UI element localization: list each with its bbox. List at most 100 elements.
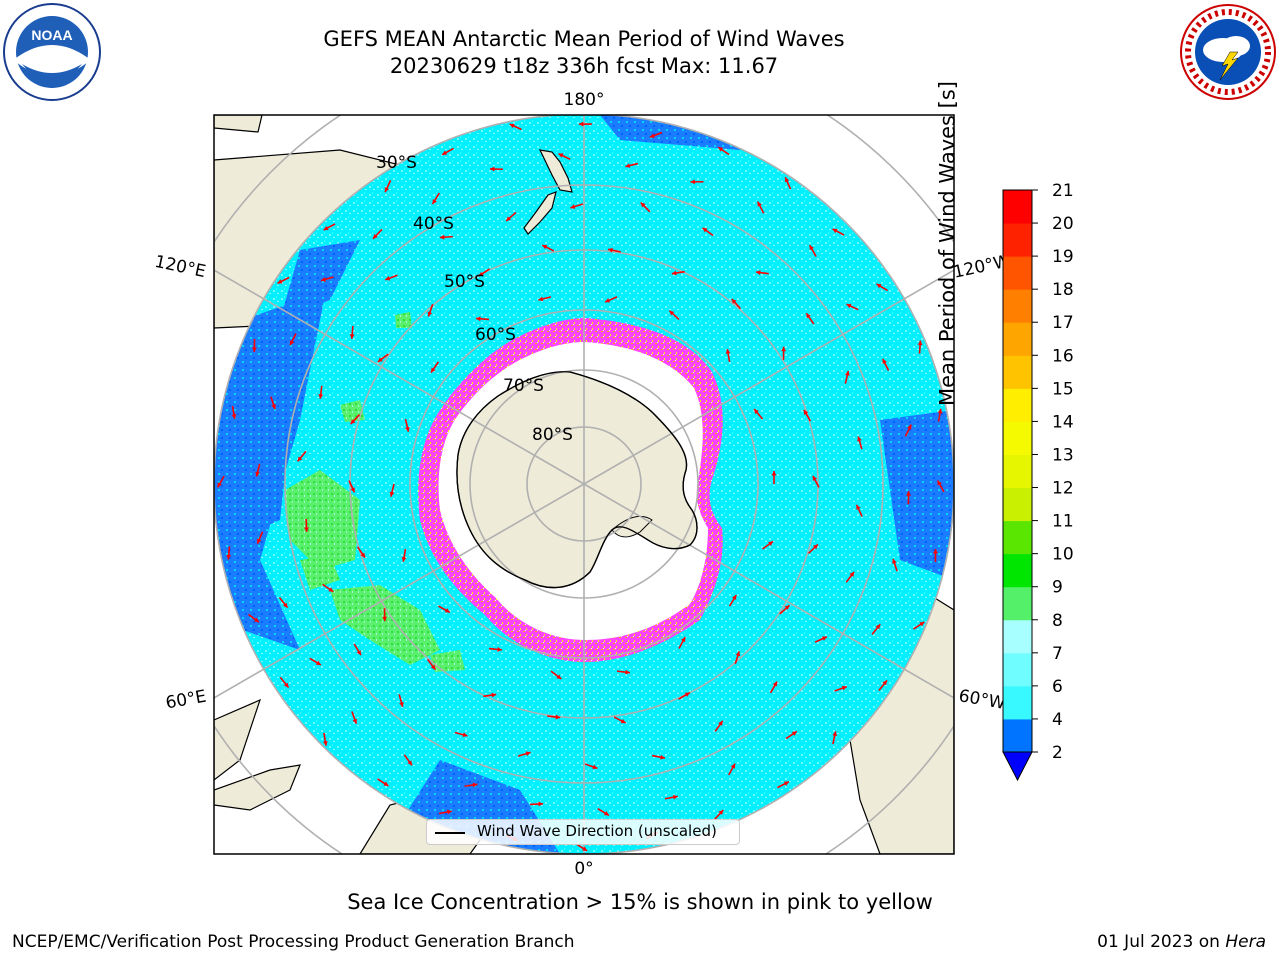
colorbar-tick-label: 6 xyxy=(1052,677,1063,697)
wind-arrow-head xyxy=(892,558,897,564)
wind-arrow-head xyxy=(538,801,543,807)
wind-arrow-head xyxy=(917,340,923,346)
colorbar-box xyxy=(1003,454,1032,489)
wind-arrow-head xyxy=(328,587,334,592)
wind-arrow-head xyxy=(625,163,631,168)
wind-arrow-head xyxy=(350,487,355,493)
wind-arrow-head xyxy=(476,316,481,322)
wind-arrow-head xyxy=(718,809,724,815)
colorbar-box xyxy=(1003,553,1032,588)
wind-arrow-head xyxy=(906,491,911,496)
wind-arrow-head xyxy=(509,123,515,129)
noaa-logo: NOAA xyxy=(3,3,101,101)
footer-system: Hera xyxy=(1225,932,1266,952)
wind-arrow-head xyxy=(841,685,847,691)
lat-label-40: 40°S xyxy=(413,214,454,234)
wind-arrow-head xyxy=(430,664,436,670)
wind-arrow-head xyxy=(407,760,412,766)
colorbar-tick-label: 9 xyxy=(1052,578,1063,598)
wind-arrow-head xyxy=(771,471,777,476)
wind-arrow-head xyxy=(671,270,677,276)
colorbar-tick-label: 19 xyxy=(1052,247,1074,267)
colorbar-tick-label: 21 xyxy=(1052,181,1074,201)
wind-arrow-head xyxy=(322,741,328,746)
footer-credit: NCEP/EMC/Verification Post Processing Pr… xyxy=(12,932,575,952)
wind-arrow-head xyxy=(478,271,484,277)
wind-arrow-head xyxy=(933,548,938,554)
colorbar-box xyxy=(1003,223,1032,257)
wind-arrow-head xyxy=(385,275,391,281)
wind-arrow-head xyxy=(432,199,437,205)
wind-arrow-head xyxy=(439,234,445,240)
colorbar-tick-label: 17 xyxy=(1052,313,1074,333)
map-frame xyxy=(213,114,955,855)
colorbar-box xyxy=(1003,586,1032,621)
wind-arrow-head xyxy=(791,731,797,736)
wind-arrow-head xyxy=(282,602,288,608)
wind-arrow-head xyxy=(271,404,276,410)
wind-arrow-head xyxy=(875,624,881,630)
wind-arrow-head xyxy=(360,552,365,558)
wind-arrow-head xyxy=(447,809,452,815)
wind-arrow-head xyxy=(821,636,827,641)
colorbar-tick-label: 16 xyxy=(1052,346,1074,366)
wind-arrow-head xyxy=(382,616,388,622)
wind-arrow-head xyxy=(937,480,942,486)
wind-arrow-head xyxy=(352,718,358,724)
wind-arrow-head xyxy=(680,637,686,643)
legend-line-swatch xyxy=(435,832,465,834)
colorbar-box xyxy=(1003,421,1032,455)
wind-arrow-head xyxy=(832,731,838,737)
wind-arrow-head xyxy=(608,247,613,253)
wind-arrow-head xyxy=(320,277,326,282)
colorbar-box xyxy=(1003,487,1032,522)
wind-arrow-head xyxy=(427,311,433,317)
wind-arrow-head xyxy=(582,846,588,851)
wind-arrow-head xyxy=(525,751,531,756)
chart-title: GEFS MEAN Antarctic Mean Period of Wind … xyxy=(323,27,845,51)
colorbar-extend xyxy=(1002,751,1033,782)
wind-arrow-head xyxy=(497,647,502,652)
colorbar-tick-label: 4 xyxy=(1052,710,1063,730)
wind-arrow-head xyxy=(784,605,790,610)
wind-arrow-head xyxy=(832,228,838,234)
wind-arrow-head xyxy=(768,541,774,546)
wind-arrow-head xyxy=(690,179,695,185)
colorbar-box xyxy=(1003,256,1032,290)
wind-arrow-head xyxy=(289,340,295,346)
colorbar-tick-label: 13 xyxy=(1052,445,1074,465)
wind-arrow-head xyxy=(491,692,497,698)
wind-arrow-head xyxy=(649,133,655,138)
wind-arrow-head xyxy=(803,409,809,415)
lon-label-180: 180° xyxy=(564,90,605,110)
lat-label-60: 60°S xyxy=(475,325,516,345)
wind-arrow-head xyxy=(251,347,257,352)
antarctica-coast xyxy=(456,371,698,589)
colorbar-tick-label: 18 xyxy=(1052,280,1074,300)
footer-date-text: 01 Jul 2023 on xyxy=(1097,932,1220,952)
colorbar-tick-label: 2 xyxy=(1052,743,1063,763)
wind-arrow-head xyxy=(731,595,737,601)
wind-arrow-head xyxy=(813,544,818,550)
wind-arrow-head xyxy=(256,538,262,544)
wind-arrow-head xyxy=(283,682,289,688)
lat-label-70: 70°S xyxy=(503,376,544,396)
wind-arrow-head xyxy=(349,334,355,339)
wind-arrow-head xyxy=(757,201,762,207)
lat-label-80: 80°S xyxy=(532,425,573,445)
wind-arrow-head xyxy=(809,245,814,251)
wind-arrow-head xyxy=(849,571,855,577)
wind-arrow-head xyxy=(772,681,778,687)
new-zealand xyxy=(523,149,573,235)
wind-arrow-head xyxy=(431,367,436,373)
wind-arrow-head xyxy=(845,370,850,376)
wind-arrow-head xyxy=(640,202,646,208)
wind-arrows xyxy=(216,121,945,852)
wind-arrow-head xyxy=(217,482,222,488)
wind-arrow-head xyxy=(538,296,544,302)
lon-label-0: 0° xyxy=(574,859,593,879)
wind-arrow-head xyxy=(784,177,790,183)
wind-arrow-head xyxy=(882,358,887,364)
wind-arrow-head xyxy=(856,504,861,510)
noaa-logo-text: NOAA xyxy=(31,27,72,43)
